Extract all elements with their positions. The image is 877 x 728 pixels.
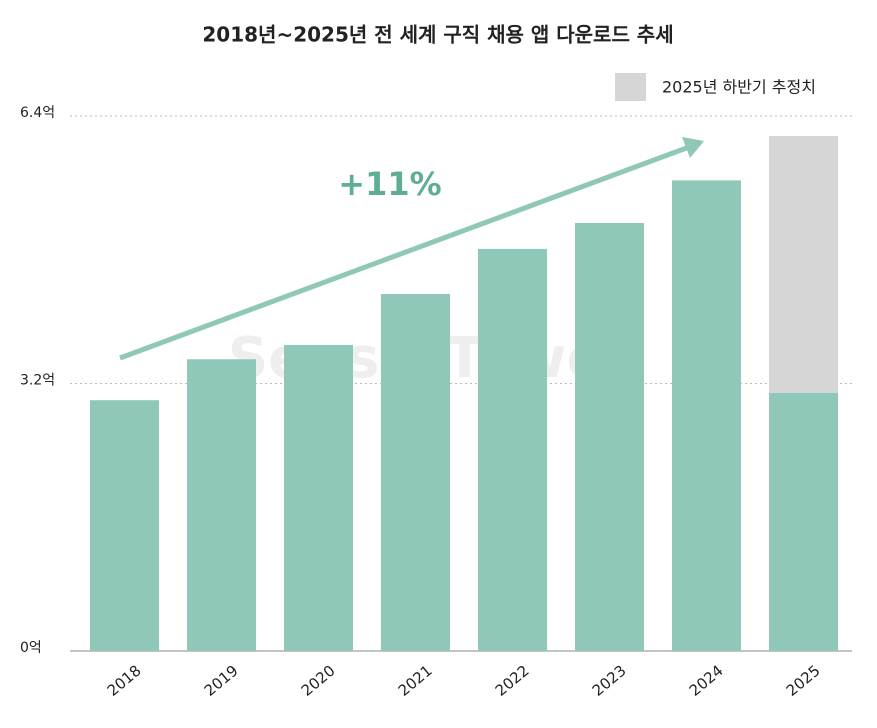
bar — [672, 180, 741, 651]
x-tick-label: 2018 — [104, 661, 145, 699]
x-tick-label: 2024 — [686, 661, 727, 699]
legend-label: 2025년 하반기 추정치 — [662, 78, 816, 97]
plot-area: 0억 3.2억 6.4억 2018 2019 2020 2021 2022 2023 2024 20… — [20, 105, 852, 700]
x-tick-label: 2025 — [783, 661, 824, 699]
arrow-head — [682, 137, 704, 158]
x-tick-label: 2022 — [492, 661, 533, 699]
annotation: +11% — [338, 165, 441, 203]
bar — [478, 248, 547, 651]
bar — [187, 359, 256, 651]
bar — [769, 136, 838, 393]
chart-title: 2018년~2025년 전 세계 구직 채용 앱 다운로드 추세 — [202, 23, 673, 47]
x-tick-label: 2021 — [395, 661, 436, 699]
y-tick-label: 0억 — [20, 640, 42, 656]
bar — [90, 400, 159, 651]
bar — [575, 223, 644, 651]
bar — [381, 294, 450, 651]
legend-swatch — [615, 73, 646, 101]
y-tick-label: 6.4억 — [20, 105, 55, 121]
x-tick-label: 2020 — [298, 661, 339, 699]
bar — [769, 392, 838, 651]
x-tick-label: 2019 — [201, 661, 242, 699]
y-tick-label: 3.2억 — [20, 373, 55, 389]
bar — [284, 345, 353, 651]
trend-arrow — [119, 140, 701, 361]
x-tick-label: 2023 — [589, 661, 630, 699]
